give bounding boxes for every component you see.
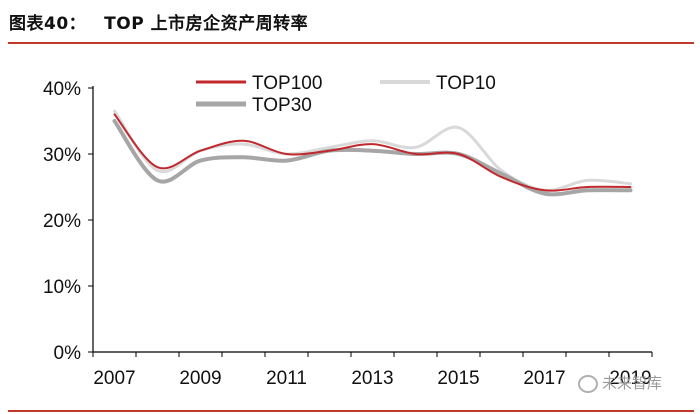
figure-title-text: TOP 上市房企资产周转率 bbox=[104, 14, 309, 34]
x-tick-label: 2009 bbox=[179, 368, 221, 389]
series-line-top30 bbox=[112, 119, 633, 197]
x-tick-label: 2019 bbox=[609, 368, 651, 389]
wechat-icon bbox=[578, 374, 598, 393]
bottom-rule bbox=[8, 410, 694, 412]
legend-label-top10: TOP10 bbox=[436, 73, 496, 94]
y-tick-label: 30% bbox=[43, 145, 81, 166]
figure-number: 图表40： bbox=[9, 14, 87, 34]
y-tick-label: 40% bbox=[43, 79, 81, 100]
legend-label-top30: TOP30 bbox=[252, 95, 312, 116]
y-tick-label: 20% bbox=[43, 211, 81, 232]
title-rule bbox=[8, 42, 694, 44]
y-tick-label: 0% bbox=[54, 343, 82, 364]
x-tick-label: 2011 bbox=[266, 368, 307, 389]
legend-label-top100: TOP100 bbox=[252, 73, 322, 94]
watermark-text: 未来智库 bbox=[602, 374, 663, 392]
watermark: 未来智库 bbox=[578, 372, 662, 393]
y-tick-label: 10% bbox=[43, 277, 81, 298]
x-tick-label: 2015 bbox=[437, 368, 479, 389]
figure-title: 图表40： TOP 上市房企资产周转率 bbox=[9, 9, 308, 34]
x-tick-label: 2007 bbox=[93, 368, 135, 389]
x-tick-label: 2013 bbox=[351, 368, 393, 389]
x-tick-label: 2017 bbox=[523, 368, 565, 389]
series-line-top100 bbox=[113, 113, 632, 192]
